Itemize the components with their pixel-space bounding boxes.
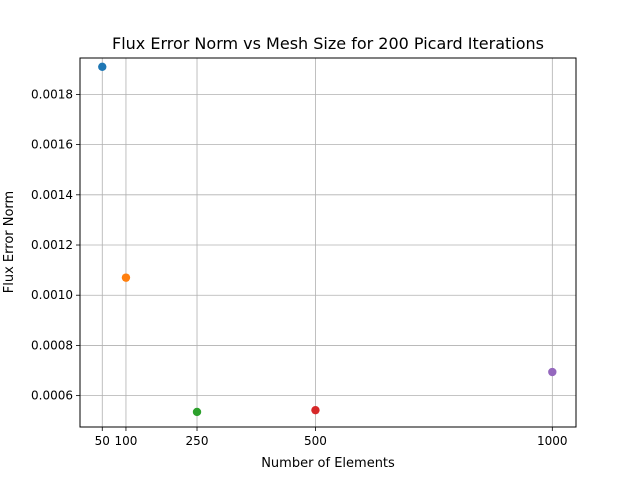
x-axis-label: Number of Elements — [261, 456, 395, 471]
chart-title: Flux Error Norm vs Mesh Size for 200 Pic… — [112, 34, 544, 53]
y-tick-label: 0.0016 — [31, 138, 73, 152]
grid-lines — [80, 58, 576, 427]
y-tick-label: 0.0018 — [31, 87, 73, 101]
data-point — [98, 62, 107, 71]
x-tick-label: 50 — [95, 434, 110, 448]
y-axis-label: Flux Error Norm — [2, 191, 17, 293]
data-point — [548, 367, 557, 377]
data-point — [121, 273, 131, 282]
y-tick-label: 0.0008 — [31, 338, 73, 352]
y-tick-label: 0.0014 — [31, 188, 73, 202]
plot-area — [79, 57, 577, 428]
y-tick-label: 0.0012 — [31, 238, 73, 252]
data-point — [192, 407, 202, 417]
x-axis-ticks: 50 100 250 500 1000 — [95, 427, 568, 448]
data-point — [311, 405, 320, 415]
y-tick-label: 0.0006 — [31, 389, 73, 403]
x-tick-label: 1000 — [537, 434, 568, 448]
x-tick-label: 100 — [114, 434, 137, 448]
y-axis-ticks: 0.0006 0.0008 0.0010 0.0012 0.0014 0.0016 0.00… — [31, 87, 80, 403]
x-tick-label: 250 — [186, 434, 209, 448]
x-tick-label: 500 — [304, 434, 327, 448]
y-tick-label: 0.0010 — [31, 288, 73, 302]
data-points — [98, 62, 557, 417]
